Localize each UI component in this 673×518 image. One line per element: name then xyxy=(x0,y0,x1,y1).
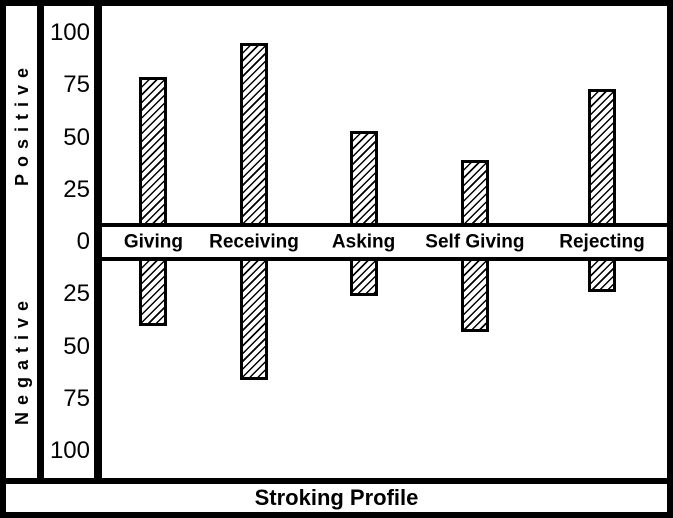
positive-bar-asking xyxy=(349,131,378,223)
negative-bar-receiving xyxy=(239,261,268,380)
y-tick-label: 50 xyxy=(63,123,90,151)
y-tick-label: 100 xyxy=(49,19,90,46)
y-tick-label: 75 xyxy=(63,384,90,412)
category-label: Receiving xyxy=(209,231,299,253)
category-label: Giving xyxy=(123,231,183,253)
positive-axis-label: Positive xyxy=(11,61,32,187)
negative-bar-asking xyxy=(349,261,378,297)
negative-bar-rejecting xyxy=(588,261,617,293)
positive-bar-giving xyxy=(139,76,168,223)
category-label: Asking xyxy=(331,231,396,253)
chart-main: Positive Negative 100 75 50 25 0 25 50 75 100 Gi… xyxy=(6,6,667,478)
positive-axis-half: Positive xyxy=(6,6,37,242)
positive-bar-rejecting xyxy=(588,89,617,223)
y-tick-label: 75 xyxy=(63,71,90,99)
y-tick-label: 25 xyxy=(63,175,90,203)
y-axis-name-column: Positive Negative xyxy=(6,6,44,478)
y-tick-label: 100 xyxy=(49,437,90,464)
y-tick-label: 50 xyxy=(63,332,90,360)
chart-title: Stroking Profile xyxy=(6,478,667,512)
positive-bar-receiving xyxy=(239,43,268,223)
y-tick-label: 25 xyxy=(63,280,90,308)
negative-bar-self-giving xyxy=(460,261,489,332)
category-band: Giving Receiving Asking Self Giving Rejectin… xyxy=(102,223,667,261)
y-axis-tick-column: 100 75 50 25 0 25 50 75 100 xyxy=(44,6,102,478)
category-label: Self Giving xyxy=(425,231,525,253)
positive-bar-self-giving xyxy=(460,160,489,223)
negative-axis-label: Negative xyxy=(11,294,32,426)
negative-axis-half: Negative xyxy=(6,242,37,478)
y-tick-label: 0 xyxy=(76,228,90,255)
negative-bar-giving xyxy=(139,261,168,326)
category-label: Rejecting xyxy=(559,231,645,253)
plot-area: Giving Receiving Asking Self Giving Rejectin… xyxy=(102,6,667,478)
